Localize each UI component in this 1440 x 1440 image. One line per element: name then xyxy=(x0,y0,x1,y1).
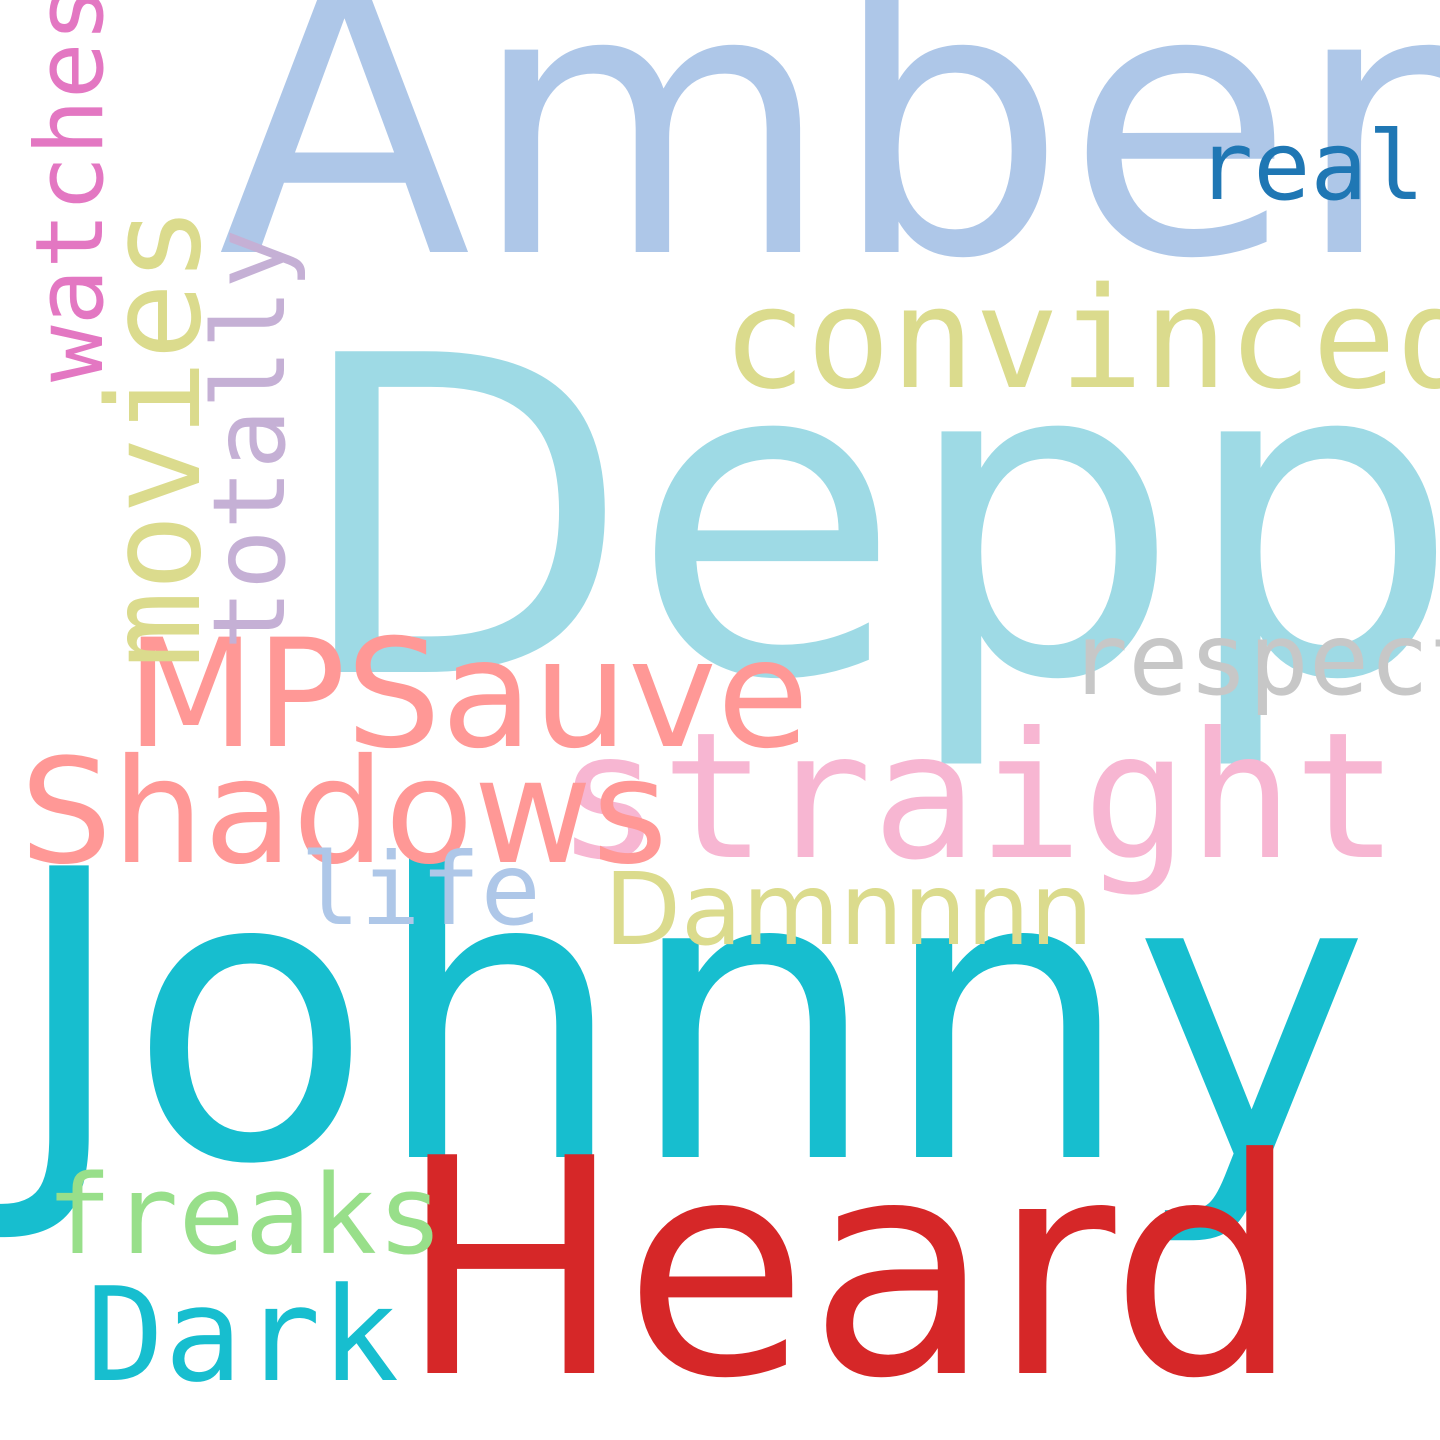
word-depp: Depp xyxy=(292,264,1440,776)
word-damnnnn: Damnnnn xyxy=(604,851,1094,968)
word-respect: respect xyxy=(1068,601,1440,718)
word-amber: Amber xyxy=(218,0,1440,340)
word-dark: Dark xyxy=(86,1259,400,1411)
word-real: real xyxy=(1196,112,1425,222)
word-convinced: convinced xyxy=(722,258,1440,421)
word-totally: totally xyxy=(191,228,308,650)
word-heard: Heard xyxy=(398,1095,1301,1440)
word-johnny: Johnny xyxy=(10,787,1370,1252)
word-life: life xyxy=(300,831,541,948)
word-straight: straight xyxy=(556,696,1399,899)
word-shadows: Shadows xyxy=(20,728,668,897)
word-mpsauve: MPSauve xyxy=(126,608,810,782)
word-freaks: freaks xyxy=(46,1151,444,1279)
word-watches: watches xyxy=(16,0,125,382)
